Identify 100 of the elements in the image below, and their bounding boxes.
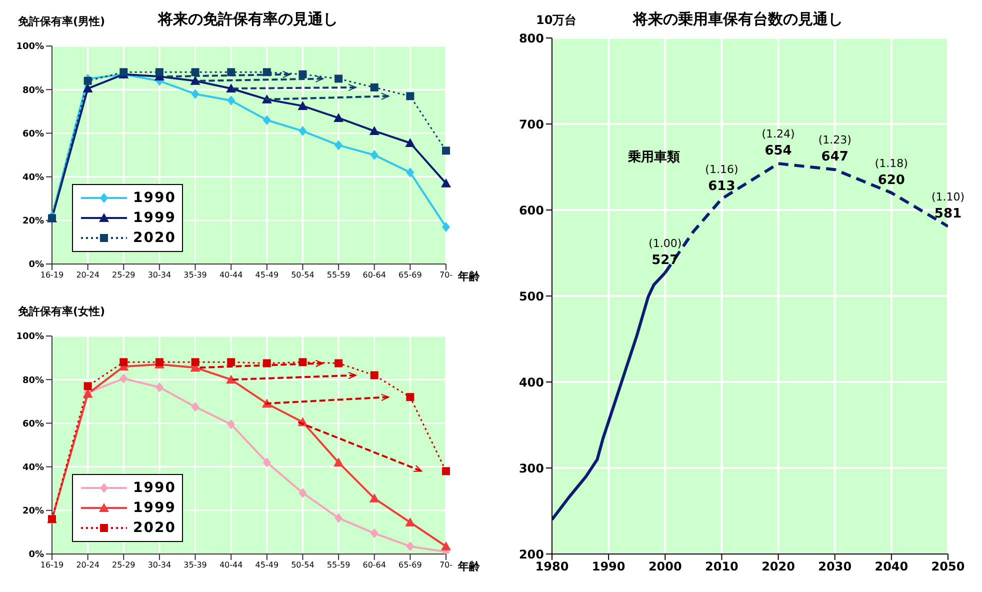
- point: [334, 359, 343, 368]
- y-tick-label: 40%: [22, 172, 44, 183]
- legend-label: 1990: [133, 190, 176, 206]
- x-tick-label: 35-39: [184, 270, 207, 280]
- y-axis-title: 10万台: [536, 12, 577, 29]
- x-axis-title: 年齢: [458, 269, 480, 284]
- point: [262, 115, 271, 126]
- x-tick-label: 1980: [535, 560, 569, 574]
- point: [370, 150, 378, 160]
- y-tick-label: 200: [518, 547, 544, 562]
- point: [334, 112, 344, 122]
- point: [370, 528, 378, 538]
- data-label: 581: [934, 206, 962, 222]
- x-tick-label: 30-34: [148, 270, 172, 280]
- point: [298, 100, 308, 110]
- y-tick-label: 500: [518, 289, 544, 304]
- data-label: 620: [878, 172, 905, 188]
- x-tick-label: 50-54: [291, 270, 314, 280]
- point: [227, 96, 236, 106]
- point: [227, 419, 236, 430]
- x-tick-label: 16-19: [40, 560, 64, 570]
- data-label: 654: [764, 144, 792, 159]
- point: [406, 167, 414, 178]
- point: [190, 76, 200, 85]
- x-tick-label: 1990: [592, 560, 626, 574]
- x-tick-label: 25-29: [112, 270, 136, 280]
- x-axis-title: 年齢: [458, 559, 480, 574]
- x-tick-label: 2030: [818, 560, 852, 574]
- annotation: (1.23): [818, 134, 852, 147]
- annotation: (1.24): [762, 128, 795, 141]
- y-tick-label: 80%: [22, 376, 44, 386]
- point: [226, 374, 236, 384]
- annotation: (1.16): [705, 162, 738, 176]
- y-tick-label: 100%: [16, 42, 44, 52]
- point: [406, 541, 414, 552]
- point: [334, 513, 343, 524]
- point: [369, 493, 380, 502]
- y-tick-label: 60%: [22, 129, 44, 140]
- y-tick-label: 20%: [22, 216, 44, 227]
- y-tick-label: 600: [518, 203, 544, 218]
- x-tick-label: 2020: [762, 560, 795, 574]
- point: [262, 457, 271, 468]
- point: [406, 92, 414, 100]
- y-tick-label: 0%: [28, 260, 44, 270]
- y-tick-label: 800: [518, 31, 544, 46]
- x-tick-label: 2010: [705, 560, 738, 574]
- point: [405, 517, 416, 526]
- y-tick-label: 20%: [22, 506, 44, 517]
- point: [334, 457, 344, 466]
- x-tick-label: 55-59: [326, 270, 350, 280]
- y-tick-label: 60%: [22, 419, 44, 430]
- y-tick-label: 40%: [22, 462, 44, 473]
- point: [191, 358, 200, 366]
- legend-label: 2020: [133, 520, 176, 536]
- chart-title: 将来の乗用車保有台数の見通し: [633, 10, 843, 29]
- y-axis-title: 免許保有率(男性): [18, 14, 106, 29]
- x-tick-label: 20-24: [76, 560, 100, 570]
- x-tick-label: 70-: [439, 560, 453, 570]
- x-tick-label: 16-19: [40, 270, 64, 280]
- x-tick-label: 60-64: [362, 560, 386, 570]
- point: [120, 358, 128, 366]
- point: [369, 126, 380, 136]
- point: [298, 70, 307, 78]
- annotation: (1.00): [648, 236, 682, 250]
- point: [120, 374, 128, 384]
- data-label: 527: [652, 252, 679, 268]
- y-tick-label: 0%: [28, 550, 44, 560]
- chart-title: 将来の免許保有率の見通し: [158, 10, 338, 29]
- x-tick-label: 70-: [439, 270, 453, 280]
- point: [84, 76, 92, 85]
- point: [227, 358, 236, 366]
- annotation: 乗用車類: [628, 149, 680, 166]
- annotation: (1.18): [874, 156, 908, 170]
- y-tick-label: 100%: [16, 332, 44, 342]
- point: [442, 222, 450, 232]
- data-label: 647: [821, 150, 848, 165]
- x-tick-label: 50-54: [291, 560, 314, 570]
- data-label: 613: [708, 178, 736, 194]
- legend-label: 1999: [133, 500, 176, 516]
- point: [191, 88, 200, 99]
- x-tick-label: 55-59: [326, 560, 350, 570]
- point: [370, 83, 378, 92]
- point: [441, 541, 451, 550]
- y-axis-title: 免許保有率(女性): [18, 304, 106, 319]
- point: [191, 402, 200, 412]
- x-tick-label: 45-49: [255, 270, 279, 280]
- x-tick-label: 20-24: [76, 270, 100, 280]
- x-tick-label: 45-49: [255, 560, 279, 570]
- point: [226, 84, 236, 93]
- point: [370, 371, 378, 380]
- x-tick-label: 2050: [931, 560, 965, 574]
- x-tick-label: 65-69: [398, 270, 422, 280]
- point: [405, 138, 416, 148]
- y-tick-label: 80%: [22, 86, 44, 96]
- x-tick-label: 35-39: [184, 560, 207, 570]
- y-tick-label: 300: [518, 461, 544, 476]
- point: [155, 68, 164, 76]
- point: [84, 382, 92, 390]
- point: [155, 382, 164, 392]
- y-tick-label: 400: [518, 375, 544, 390]
